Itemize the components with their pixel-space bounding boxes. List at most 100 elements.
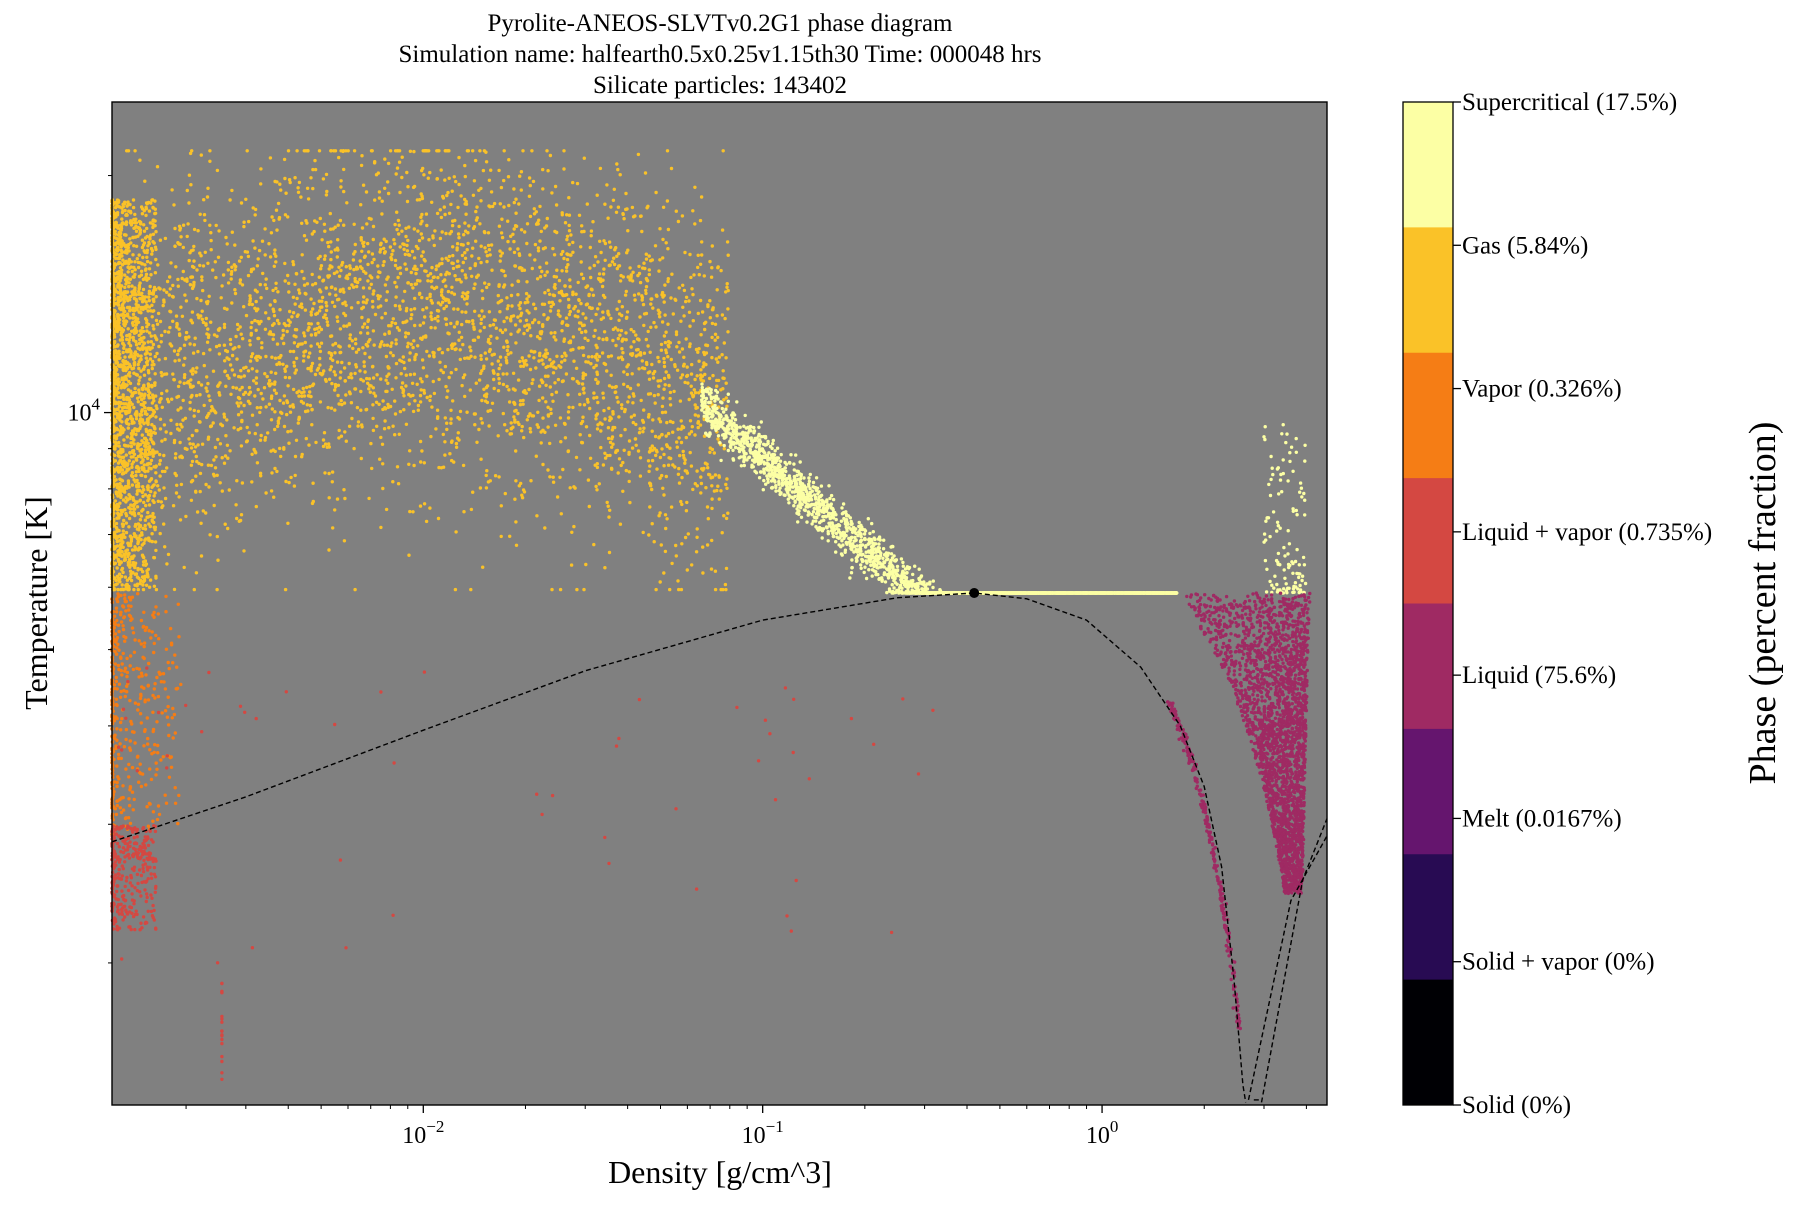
data-point [394,376,398,380]
data-point [132,275,136,279]
data-point [628,500,632,505]
data-point [538,275,543,279]
data-point [518,306,522,311]
data-point [388,149,393,153]
data-point [471,193,476,197]
data-point [286,273,290,278]
data-point [638,427,642,431]
data-point [443,416,447,420]
data-point [208,348,212,352]
data-point [307,322,311,326]
data-point [457,182,461,187]
data-point [270,471,274,475]
data-point [420,254,424,258]
data-point [509,351,513,355]
data-point [509,421,513,425]
data-point [675,345,679,349]
data-point [141,485,145,489]
data-point [386,180,390,184]
data-point [215,473,219,477]
data-point [662,464,666,468]
data-point [543,430,547,434]
data-point [548,153,553,158]
data-point [227,357,231,361]
data-point [393,433,397,437]
data-point [120,554,124,558]
data-point [638,456,643,460]
data-point [631,270,635,274]
data-point [424,519,429,524]
data-point [121,350,125,355]
data-point [124,349,129,354]
data-point [142,373,147,377]
data-point [640,294,644,298]
data-point [314,312,318,316]
data-point [679,440,684,445]
data-point [677,350,682,354]
data-point [544,400,548,404]
data-point [190,478,195,483]
data-point [721,149,725,153]
data-point [117,364,122,368]
data-point [603,258,607,262]
data-point [447,272,451,276]
data-point [333,385,338,389]
data-point [215,334,219,338]
data-point [379,304,383,308]
data-point [263,283,267,287]
data-point [121,368,125,372]
data-point [293,454,298,459]
data-point [188,400,192,405]
data-point [129,503,133,507]
data-point [510,304,514,308]
data-point [176,284,180,288]
data-point [726,307,730,311]
data-point [236,413,241,417]
data-point [668,446,672,450]
data-point [566,297,571,302]
data-point [660,473,664,478]
data-point [245,149,249,153]
data-point [632,293,637,297]
data-point [394,285,399,289]
data-point [192,343,197,347]
data-point [354,365,359,369]
data-point [613,385,617,389]
data-point [347,322,352,327]
data-point [285,329,289,334]
data-point [616,400,620,404]
data-point [129,563,133,567]
data-point [420,337,424,341]
data-point [240,283,245,287]
data-point [188,251,192,255]
data-point [225,307,229,311]
data-point [188,151,193,156]
data-point [622,382,626,386]
data-point [134,224,138,229]
data-point [506,219,510,223]
data-point [338,327,343,331]
data-point [300,394,304,398]
data-point [488,323,492,328]
data-point [144,583,149,587]
data-point [128,507,133,511]
data-point [153,540,158,544]
data-point [285,400,290,405]
data-point [509,432,514,436]
data-point [171,372,175,376]
data-point [272,495,276,499]
data-point [456,259,460,263]
data-point [520,429,524,433]
data-point [123,558,128,562]
data-point [473,262,478,266]
data-point [568,340,573,345]
data-point [420,358,425,362]
data-point [310,501,315,506]
data-point [715,288,719,292]
data-point [561,249,565,254]
data-point [325,189,329,194]
data-point [706,304,710,309]
data-point [345,201,349,205]
data-point [562,421,567,426]
data-point [147,276,151,281]
